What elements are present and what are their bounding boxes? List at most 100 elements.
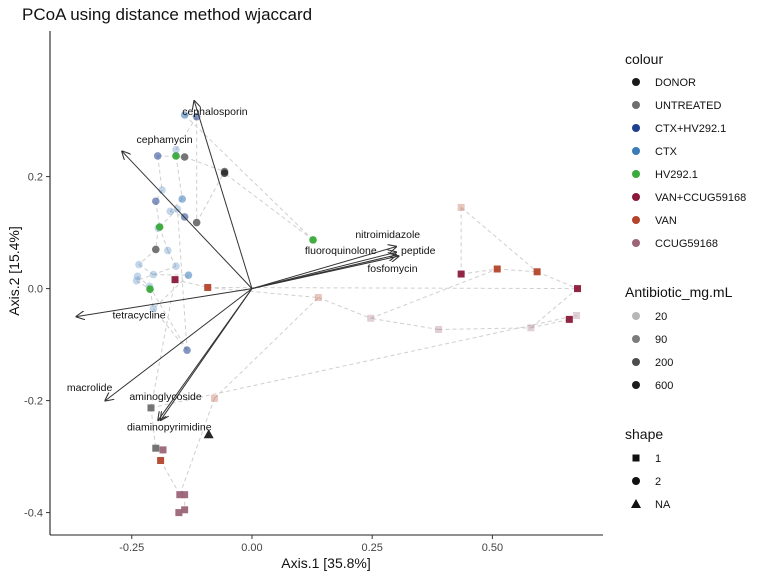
legend-dose-label: 600 xyxy=(655,380,673,392)
legend-colour-label: VAN xyxy=(655,215,677,227)
data-point xyxy=(147,404,155,412)
data-point xyxy=(314,294,322,302)
legend: colour DONOR UNTREATED CTX+HV292.1 CTX HV292… xyxy=(625,51,746,511)
data-point xyxy=(309,236,317,244)
data-point xyxy=(146,285,154,293)
trajectory-link xyxy=(153,274,189,310)
legend-dose-label: 20 xyxy=(655,311,667,323)
data-point xyxy=(175,509,183,517)
data-point xyxy=(171,276,179,284)
x-tick-label: 0.00 xyxy=(241,542,262,554)
legend-shape-swatch xyxy=(632,454,640,462)
loading-vector xyxy=(161,288,253,421)
data-point xyxy=(151,245,160,254)
data-point xyxy=(157,457,165,465)
trajectory-link xyxy=(157,155,185,158)
legend-shape-label: NA xyxy=(655,499,671,511)
data-point xyxy=(164,246,172,255)
legend-colour-label: DONOR xyxy=(655,77,696,89)
loading-vector xyxy=(105,288,253,401)
legend-colour-swatch xyxy=(632,170,640,178)
data-point xyxy=(149,270,158,279)
trajectory-link xyxy=(530,288,578,329)
vector-label: fluoroquinolone xyxy=(305,245,377,257)
legend-colour-swatch xyxy=(632,124,640,132)
trajectory-link xyxy=(175,155,183,200)
chart-title: PCoA using distance method wjaccard xyxy=(22,5,312,24)
legend-dose-items: 20 90 200 600 xyxy=(632,311,673,392)
y-tick-label: -0.4 xyxy=(24,508,43,520)
legend-shape-swatch xyxy=(632,477,640,485)
trajectory-link xyxy=(438,327,531,330)
trajectory-link xyxy=(136,265,177,282)
trajectory-link xyxy=(461,268,498,275)
data-point xyxy=(184,271,193,279)
trajectory-link xyxy=(184,156,225,173)
legend-dose-swatch xyxy=(632,335,640,343)
legend-dose-swatch xyxy=(632,381,640,389)
trajectory-link xyxy=(184,114,314,241)
vector-label: aminoglycoside xyxy=(129,391,202,403)
data-point xyxy=(527,324,535,332)
data-point xyxy=(493,265,501,273)
data-point xyxy=(133,272,142,281)
data-point xyxy=(151,197,160,206)
trajectory-link xyxy=(214,297,319,399)
data-point xyxy=(166,207,175,216)
data-point xyxy=(172,262,180,271)
legend-colour-swatch xyxy=(632,239,640,247)
data-point xyxy=(203,429,214,439)
trajectory-link xyxy=(207,286,319,299)
data-point xyxy=(533,268,541,276)
trajectory-link xyxy=(370,268,498,319)
data-point xyxy=(172,145,180,154)
legend-shape-swatch xyxy=(631,499,641,508)
loading-vector xyxy=(194,101,253,289)
legend-dose-label: 200 xyxy=(655,357,673,369)
data-point xyxy=(135,260,143,269)
y-tick-label: 0.0 xyxy=(28,284,43,296)
vector-label: macrolide xyxy=(67,382,113,394)
data-point xyxy=(573,311,581,319)
data-point xyxy=(192,218,201,227)
legend-dose-swatch xyxy=(632,312,640,320)
axes: -0.25 0.00 0.25 0.50 -0.4 -0.2 0.0 0.2 xyxy=(24,31,603,554)
trajectory-link xyxy=(150,279,176,408)
legend-colour-swatch xyxy=(632,193,640,201)
y-axis-title: Axis.2 [15.4%] xyxy=(6,226,22,316)
plot-area: cephalosporin cephamycin tetracycline macro… xyxy=(67,101,582,517)
trajectory-link xyxy=(460,207,538,273)
vector-label: tetracycline xyxy=(113,309,166,321)
legend-dose-title: Antibiotic_mg.mL xyxy=(625,284,733,300)
legend-shape-items: 1 2 NA xyxy=(631,453,671,511)
data-point xyxy=(574,285,582,293)
data-point xyxy=(178,195,187,203)
trajectory-link xyxy=(179,398,215,495)
loading-vector xyxy=(251,247,396,290)
legend-colour-title: colour xyxy=(625,51,663,67)
legend-colour-swatch xyxy=(632,78,640,86)
legend-colour-label: UNTREATED xyxy=(655,100,721,112)
legend-colour-swatch xyxy=(632,216,640,224)
data-point xyxy=(152,444,160,452)
trajectory-link xyxy=(149,286,188,351)
trajectory-link xyxy=(207,286,578,290)
legend-dose-swatch xyxy=(632,358,640,366)
trajectory-link xyxy=(497,268,538,273)
trajectory-link xyxy=(370,317,439,330)
trajectory-link xyxy=(137,275,150,287)
trajectory-link xyxy=(136,280,151,290)
trajectory-link xyxy=(174,279,208,288)
legend-colour-swatch xyxy=(632,147,640,155)
trajectory-link xyxy=(167,250,177,267)
trajectory-link xyxy=(536,271,578,290)
data-point xyxy=(181,491,189,499)
y-tick-label: -0.2 xyxy=(24,396,43,408)
vector-label: diaminopyrimidine xyxy=(127,421,212,433)
data-point xyxy=(435,325,443,333)
legend-colour-items: DONOR UNTREATED CTX+HV292.1 CTX HV292.1 VAN+C… xyxy=(632,77,746,250)
y-tick-label: 0.2 xyxy=(28,172,43,184)
legend-colour-swatch xyxy=(632,101,640,109)
vector-label: cephamycin xyxy=(137,134,193,146)
legend-dose-label: 90 xyxy=(655,334,667,346)
